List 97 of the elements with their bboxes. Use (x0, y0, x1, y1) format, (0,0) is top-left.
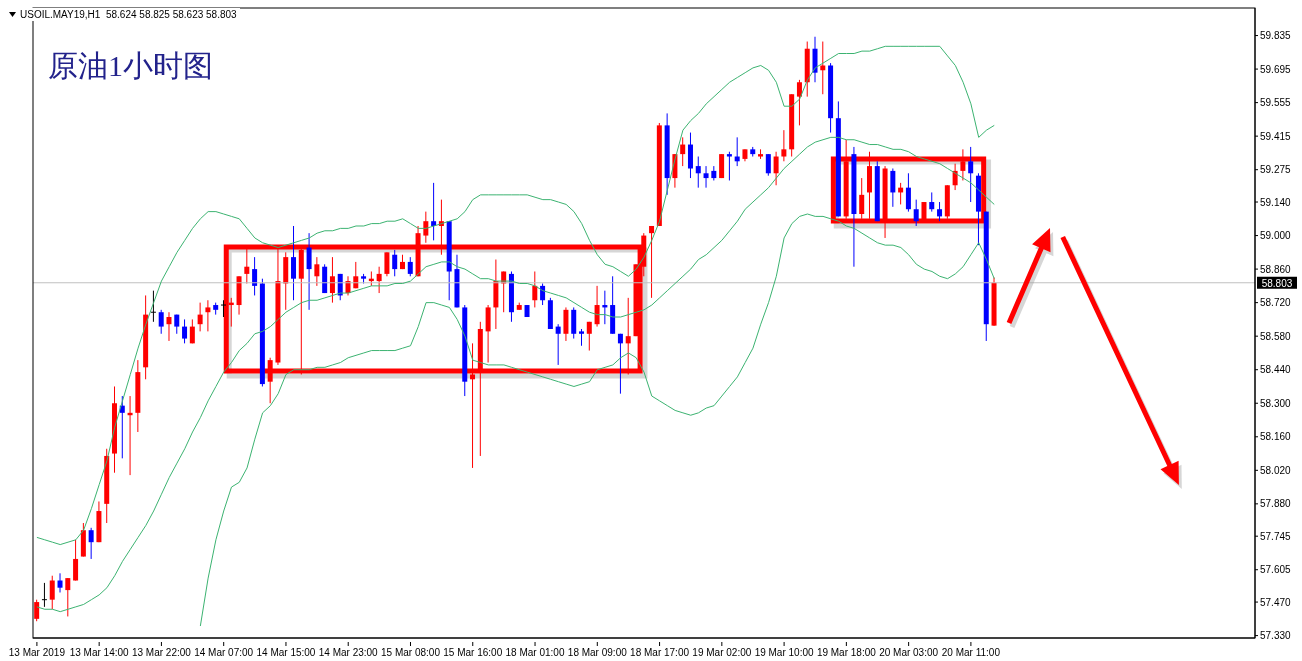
x-tick-label: 19 Mar 18:00 (816, 647, 877, 658)
candlestick (960, 148, 966, 181)
x-tick-label: 18 Mar 01:00 (505, 647, 565, 658)
x-tick-label: 15 Mar 16:00 (443, 647, 503, 658)
candlestick (244, 247, 250, 284)
y-tick-label: 59.555 (1260, 97, 1292, 109)
candlestick (205, 299, 211, 332)
candlestick (197, 302, 203, 332)
line-series (199, 213, 995, 627)
candlestick (571, 306, 577, 340)
y-tick-label: 59.000 (1260, 230, 1292, 242)
y-tick-label: 57.880 (1260, 498, 1292, 510)
x-tick-label: 20 Mar 03:00 (879, 647, 939, 658)
y-tick-label: 57.605 (1260, 564, 1292, 576)
candlestick (407, 256, 413, 277)
candlestick (812, 36, 818, 83)
candlestick (586, 321, 592, 352)
y-tick-label: 58.580 (1260, 330, 1292, 342)
candlestick (765, 153, 771, 177)
candlestick (820, 41, 826, 95)
candlestick (431, 182, 437, 241)
x-tick-label: 14 Mar 15:00 (256, 647, 316, 658)
x-tick-label: 20 Mar 11:00 (941, 647, 1001, 658)
candlestick (88, 527, 94, 560)
ref-line-label: 58.803 (1261, 277, 1293, 289)
x-tick-label: 19 Mar 02:00 (692, 647, 752, 658)
candlestick (73, 539, 79, 582)
candlestick (594, 285, 600, 328)
candlestick (625, 297, 631, 375)
candlestick (166, 311, 172, 342)
x-tick-label: 19 Mar 10:00 (754, 647, 814, 658)
candlestick (49, 575, 55, 610)
y-tick-label: 59.415 (1260, 130, 1292, 142)
y-tick-label: 59.275 (1260, 164, 1292, 176)
candlestick (773, 151, 779, 186)
candlestick (65, 577, 71, 617)
candlestick (687, 132, 693, 179)
x-tick-label: 13 Mar 22:00 (131, 647, 192, 658)
candlestick (158, 309, 164, 335)
y-tick-label: 59.835 (1260, 30, 1292, 42)
candlestick (796, 79, 802, 126)
candlestick (267, 357, 273, 404)
candlestick (968, 146, 974, 203)
y-tick-label: 59.695 (1260, 63, 1292, 75)
candlestick (291, 225, 297, 301)
y-tick-label: 57.330 (1260, 630, 1292, 642)
y-tick-label: 57.470 (1260, 596, 1292, 608)
candlestick (329, 256, 335, 304)
candlestick (905, 172, 911, 213)
x-tick-label: 18 Mar 17:00 (630, 647, 690, 658)
candlestick (921, 202, 927, 222)
candlestick (680, 136, 686, 167)
x-tick-label: 13 Mar 14:00 (69, 647, 130, 658)
candlestick (306, 232, 312, 311)
candlestick (913, 199, 919, 227)
x-tick-label: 13 Mar 2019 (8, 647, 66, 658)
x-tick-label: 18 Mar 09:00 (567, 647, 628, 658)
candlestick (563, 306, 569, 342)
candlestick (649, 225, 655, 299)
candlestick (695, 156, 701, 189)
candlestick (532, 271, 538, 308)
candlestick (34, 599, 40, 622)
y-tick-label: 58.160 (1260, 431, 1292, 443)
candlestick (726, 151, 732, 181)
candlestick (384, 251, 390, 277)
y-tick-label: 58.440 (1260, 364, 1292, 376)
candlestick (929, 191, 935, 213)
line-series (36, 45, 995, 546)
candlestick (703, 165, 709, 189)
x-tick-label: 14 Mar 23:00 (318, 647, 379, 658)
candlestick (150, 290, 157, 323)
candlestick (41, 582, 48, 608)
annotation: USOIL.MAY19,H1 58.624 58.825 58.623 58.803 (20, 9, 237, 20)
candlestick (314, 256, 320, 287)
y-tick-label: 59.140 (1260, 196, 1292, 208)
candlestick (859, 177, 865, 220)
y-tick-label: 58.720 (1260, 297, 1292, 309)
y-tick-label: 58.020 (1260, 464, 1292, 476)
x-tick-label: 15 Mar 08:00 (381, 647, 441, 658)
candlestick (937, 201, 943, 222)
y-tick-label: 58.300 (1260, 397, 1292, 409)
candlestick (376, 266, 382, 294)
candlestick (485, 304, 491, 364)
line-series (36, 136, 995, 613)
candlestick (423, 211, 429, 244)
y-tick-label: 58.860 (1260, 263, 1292, 275)
candlestick (57, 572, 63, 593)
x-tick-label: 14 Mar 07:00 (194, 647, 254, 658)
candlestick (890, 167, 896, 208)
text: 原油1小时图 (48, 48, 213, 84)
candlestick (392, 249, 398, 277)
candlestick (781, 129, 787, 162)
candlestick (617, 333, 623, 395)
candlestick (252, 256, 258, 296)
candlestick (182, 318, 188, 344)
candlestick (555, 323, 561, 366)
y-tick-label: 57.745 (1260, 530, 1292, 542)
